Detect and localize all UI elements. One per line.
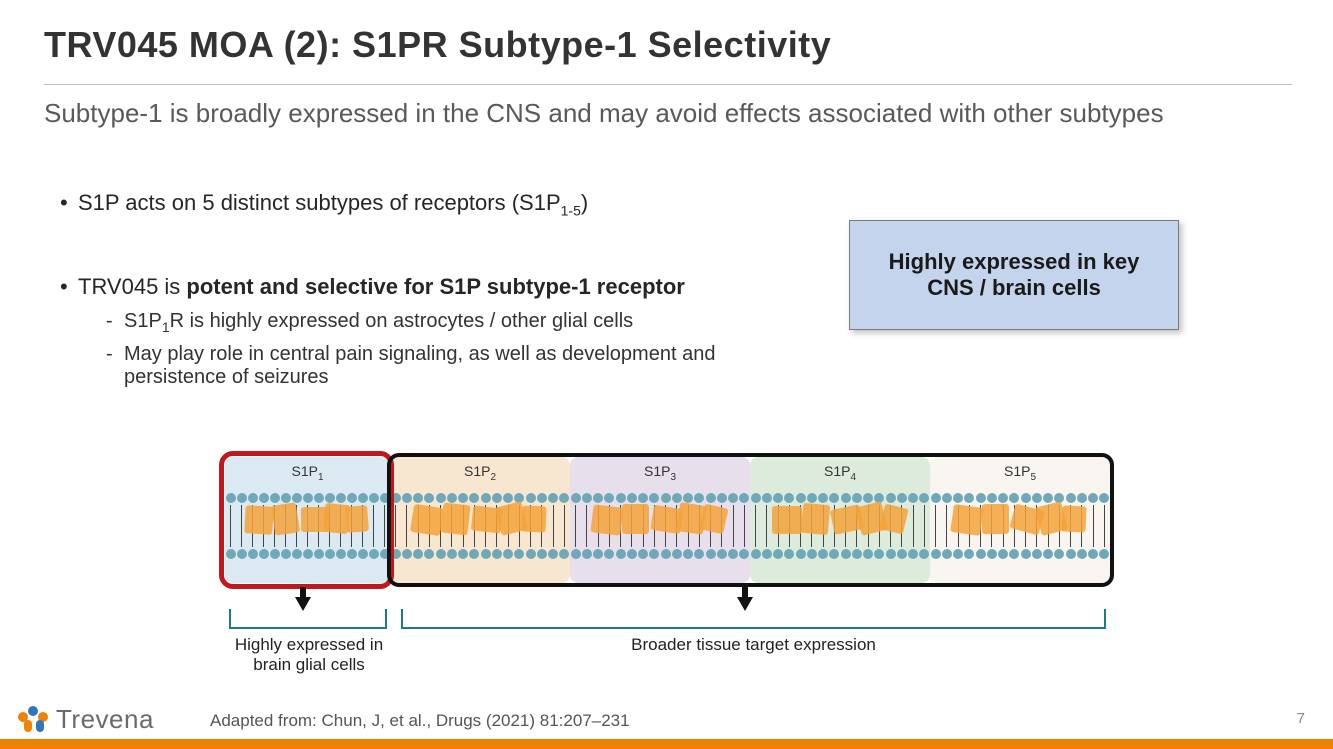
- text-span: S1P acts on 5 distinct subtypes of recep…: [78, 190, 561, 215]
- receptor-label: S1P3: [570, 463, 750, 483]
- subscript: 1-5: [561, 202, 581, 218]
- sub-bullet-list: - S1P1R is highly expressed on astrocyte…: [106, 310, 760, 389]
- sub-bullet-2: - May play role in central pain signalin…: [106, 343, 760, 389]
- bullet-1: • S1P acts on 5 distinct subtypes of rec…: [60, 190, 760, 218]
- subscript: 1: [162, 319, 170, 335]
- membrane-graphic: [570, 491, 750, 561]
- slide-subtitle: Subtype-1 is broadly expressed in the CN…: [44, 98, 1164, 129]
- bold-text: potent and selective for S1P subtype-1 r…: [186, 274, 684, 299]
- receptor-label: S1P1: [225, 463, 390, 483]
- citation-text: Adapted from: Chun, J, et al., Drugs (20…: [210, 711, 630, 731]
- receptor-label: S1P4: [750, 463, 930, 483]
- arrow-stem: [300, 587, 306, 597]
- text-span: ): [581, 190, 588, 215]
- receptor-label: S1P2: [390, 463, 570, 483]
- bullet-2: • TRV045 is potent and selective for S1P…: [60, 274, 760, 300]
- slide: TRV045 MOA (2): S1PR Subtype-1 Selectivi…: [0, 0, 1333, 749]
- footer-accent-bar: [0, 739, 1333, 749]
- text-span: R is highly expressed on astrocytes / ot…: [170, 310, 634, 332]
- bullet-1-text: S1P acts on 5 distinct subtypes of recep…: [78, 190, 588, 218]
- bracket-right: [401, 615, 1106, 629]
- text-span: TRV045 is: [78, 274, 186, 299]
- sub-bullet-1-text: S1P1R is highly expressed on astrocytes …: [124, 310, 633, 335]
- membrane-graphic: [225, 491, 390, 561]
- callout-box: Highly expressed in key CNS / brain cell…: [849, 220, 1179, 330]
- arrow-stem: [742, 587, 748, 597]
- membrane-graphic: [390, 491, 570, 561]
- caption-right: Broader tissue target expression: [401, 635, 1106, 655]
- membrane-graphic: [930, 491, 1110, 561]
- page-number: 7: [1297, 710, 1305, 727]
- bullet-marker: •: [60, 190, 78, 216]
- logo-mark-icon: [18, 706, 52, 734]
- slide-title: TRV045 MOA (2): S1PR Subtype-1 Selectivi…: [44, 24, 831, 66]
- receptor-label: S1P5: [930, 463, 1110, 483]
- bullet-list: • S1P acts on 5 distinct subtypes of rec…: [60, 190, 760, 397]
- membrane-graphic: [750, 491, 930, 561]
- caption-left: Highly expressed in brain glial cells: [227, 635, 391, 675]
- brand-name: Trevena: [56, 704, 154, 735]
- bracket-left: [229, 615, 387, 629]
- dash-marker: -: [106, 343, 124, 389]
- brand-logo: Trevena: [18, 704, 154, 735]
- sub-bullet-2-text: May play role in central pain signaling,…: [124, 343, 760, 389]
- bullet-marker: •: [60, 274, 78, 300]
- arrow-down-icon: [295, 597, 311, 611]
- receptor-diagram: S1P5S1P4S1P3S1P2S1P1 Highly expressed in…: [225, 457, 1110, 583]
- title-divider: [44, 84, 1292, 85]
- dash-marker: -: [106, 310, 124, 335]
- sub-bullet-1: - S1P1R is highly expressed on astrocyte…: [106, 310, 760, 335]
- bullet-2-text: TRV045 is potent and selective for S1P s…: [78, 274, 685, 300]
- text-span: S1P: [124, 310, 162, 332]
- arrow-down-icon: [737, 597, 753, 611]
- callout-text: Highly expressed in key CNS / brain cell…: [870, 249, 1158, 301]
